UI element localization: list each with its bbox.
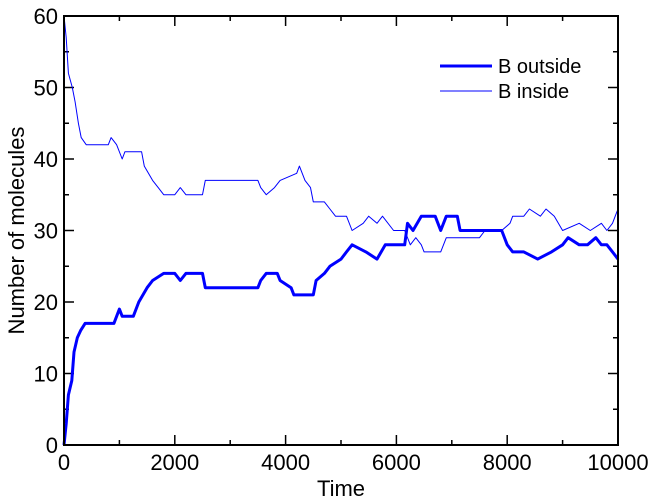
y-axis-title: Number of molecules (4, 127, 29, 335)
x-tick-label: 4000 (261, 450, 310, 475)
y-tick-label: 0 (46, 433, 58, 458)
series-line-b-outside (62, 214, 620, 446)
x-tick-label: 10000 (587, 450, 648, 475)
x-tick-label: 8000 (483, 450, 532, 475)
series-line-b-inside (63, 15, 619, 253)
y-tick-label: 10 (34, 362, 58, 387)
y-tick-label: 30 (34, 219, 58, 244)
legend-label-b-outside: B outside (498, 56, 581, 78)
plot-frame (63, 15, 619, 446)
legend: B outside B inside (440, 56, 581, 103)
axis-tick-labels: 0 2000 4000 6000 8000 10000 0 10 20 30 40 50 60 (34, 4, 649, 475)
y-tick-label: 50 (34, 76, 58, 101)
x-tick-label: 6000 (372, 450, 421, 475)
x-tick-label: 2000 (150, 450, 199, 475)
y-tick-label: 40 (34, 147, 58, 172)
x-tick-label: 0 (58, 450, 70, 475)
y-tick-label: 20 (34, 290, 58, 315)
x-axis-title: Time (317, 476, 365, 500)
legend-label-b-inside: B inside (498, 81, 569, 103)
y-tick-label: 60 (34, 4, 58, 29)
series-layer (62, 15, 620, 446)
